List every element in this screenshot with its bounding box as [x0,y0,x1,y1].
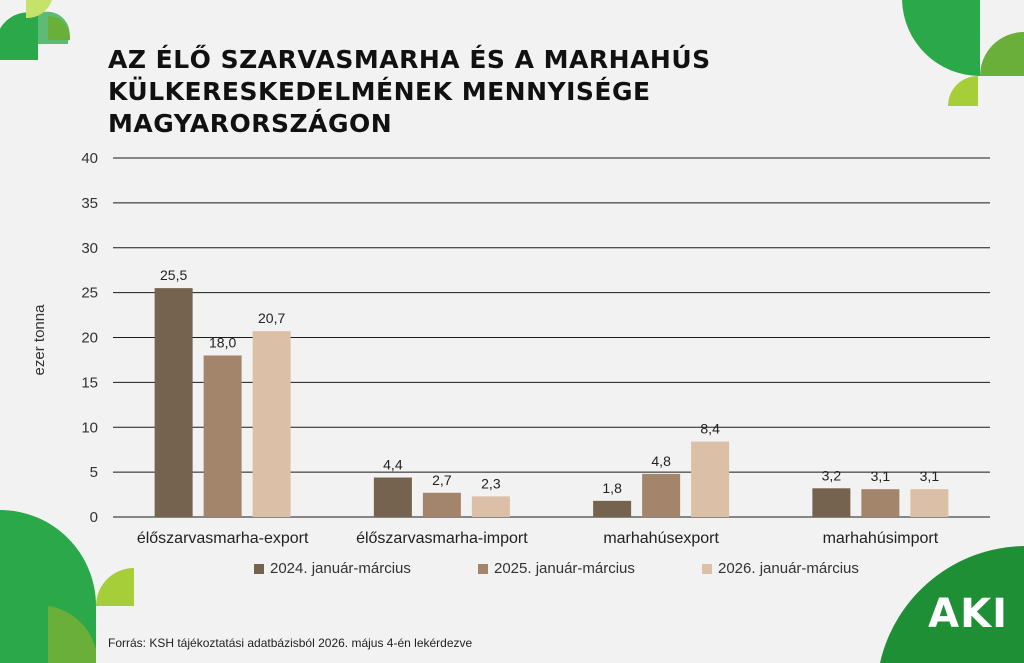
bar [812,488,851,517]
bar [252,331,291,517]
y-tick-label: 35 [81,195,98,212]
data-label: 2,3 [481,475,501,491]
legend-item-2025: 2025. január-március [478,560,635,577]
y-tick-label: 0 [90,509,98,526]
data-label: 3,1 [920,468,940,484]
data-label: 1,8 [602,480,622,496]
y-tick-label: 10 [81,419,98,436]
y-tick-label: 30 [81,240,98,257]
bar [642,473,681,517]
data-label: 8,4 [700,421,720,437]
data-label: 4,4 [383,457,403,473]
legend-item-2026: 2026. január-március [702,560,859,577]
data-label: 3,1 [871,468,891,484]
data-label: 4,8 [651,453,671,469]
y-tick-label: 40 [81,150,98,167]
legend-label-2025: 2025. január-március [494,560,635,577]
bar [373,477,412,517]
page-title: AZ ÉLŐ SZARVASMARHA ÉS A MARHAHÚS KÜLKER… [108,44,808,140]
bar [910,489,949,517]
y-tick-label: 25 [81,285,98,302]
title-line-1: AZ ÉLŐ SZARVASMARHA ÉS A MARHAHÚS [108,45,711,74]
data-label: 2,7 [432,472,452,488]
y-tick-label: 15 [81,374,98,391]
y-axis-label: ezer tonna [31,304,48,376]
x-category-label: marhahúsimport [823,530,939,547]
y-tick-label: 5 [90,464,98,481]
bar [154,288,193,517]
legend-swatch-2025 [478,563,488,574]
bar [471,496,510,517]
data-label: 25,5 [160,267,187,283]
y-tick-label: 20 [81,330,98,347]
data-label: 3,2 [822,467,842,483]
bar [691,441,730,517]
legend-item-2024: 2024. január-március [254,560,411,577]
legend-label-2026: 2026. január-március [718,560,859,577]
chart-legend: 2024. január-március 2025. január-márciu… [0,560,1024,582]
bar [203,355,242,517]
legend-swatch-2026 [702,563,712,574]
title-line-3: MAGYARORSZÁGON [108,109,393,138]
data-label: 20,7 [258,310,285,326]
x-category-label: élőszarvasmarha-import [356,530,528,547]
aki-logo: AKI [928,591,1008,637]
data-label: 18,0 [209,334,236,350]
bar [593,500,632,517]
title-line-2: KÜLKERESKEDELMÉNEK MENNYISÉGE [108,77,651,106]
legend-swatch-2024 [254,563,264,574]
x-category-label: marhahúsexport [603,530,719,547]
bar [422,492,461,517]
source-note: Forrás: KSH tájékoztatási adatbázisból 2… [108,636,473,650]
x-category-label: élőszarvasmarha-export [137,530,309,547]
bar [861,489,900,517]
legend-label-2024: 2024. január-március [270,560,411,577]
